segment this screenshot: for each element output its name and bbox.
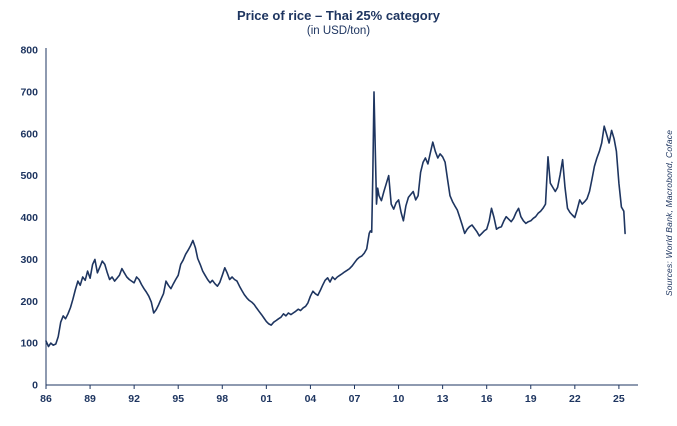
x-tick-label: 19 [525, 393, 537, 405]
y-tick-label: 100 [20, 338, 38, 350]
x-tick-label: 10 [393, 393, 405, 405]
x-tick-label: 16 [481, 393, 493, 405]
source-note: Sources: World Bank, Macrobond, Coface [664, 129, 674, 297]
y-tick-label: 600 [20, 128, 38, 140]
x-tick-label: 25 [613, 393, 625, 405]
x-tick-label: 04 [305, 393, 317, 405]
chart-header: Price of rice – Thai 25% category (in US… [0, 8, 677, 39]
x-tick-label: 01 [261, 393, 273, 405]
x-tick-label: 89 [84, 393, 96, 405]
x-tick-label: 95 [172, 393, 184, 405]
x-tick-label: 13 [437, 393, 449, 405]
y-tick-label: 300 [20, 254, 38, 266]
x-tick-label: 86 [40, 393, 52, 405]
x-tick-label: 22 [569, 393, 581, 405]
y-tick-label: 400 [20, 212, 38, 224]
y-tick-label: 0 [32, 380, 38, 392]
x-tick-label: 92 [128, 393, 140, 405]
chart-subtitle: (in USD/ton) [306, 25, 371, 38]
x-tick-label: 07 [349, 393, 361, 405]
price-series-line [45, 91, 626, 348]
y-tick-label: 800 [20, 45, 38, 57]
x-tick-label: 98 [216, 393, 228, 405]
y-tick-label: 700 [20, 86, 38, 98]
y-tick-label: 500 [20, 170, 38, 182]
y-tick-label: 200 [20, 296, 38, 308]
chart-title: Price of rice – Thai 25% category [236, 8, 441, 23]
